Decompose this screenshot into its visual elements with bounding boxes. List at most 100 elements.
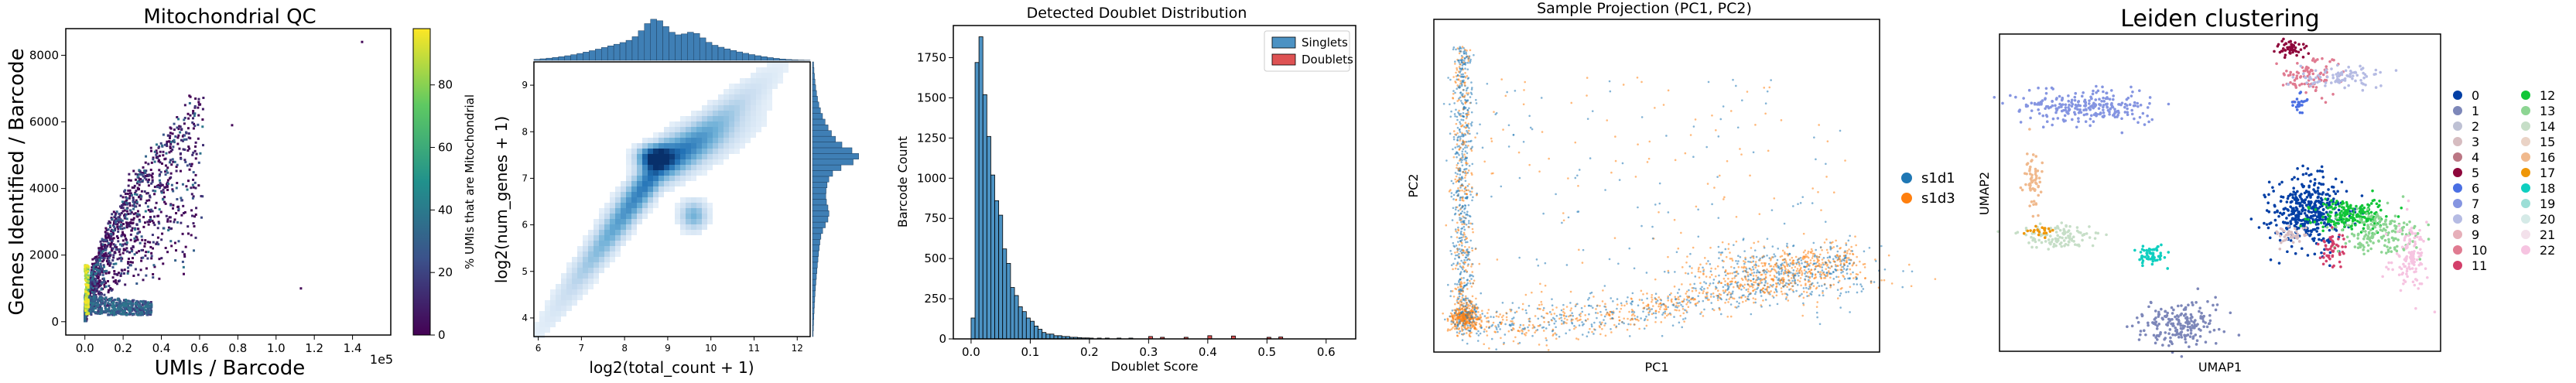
qc-point — [100, 306, 103, 309]
qc-point — [162, 154, 165, 157]
pca-point — [1591, 330, 1593, 333]
pca-point — [1647, 305, 1650, 308]
pca-point — [1487, 309, 1490, 311]
qc-point — [106, 304, 109, 307]
pca-point — [1459, 135, 1462, 138]
qc-point — [84, 296, 87, 299]
pca-point — [1463, 146, 1466, 149]
joint-hex-cell — [594, 273, 599, 279]
pca-point — [1451, 314, 1453, 317]
joint-hex-cell — [604, 241, 610, 246]
joint-top-bar — [761, 56, 768, 61]
pca-point — [1741, 300, 1744, 303]
joint-hex-cell — [669, 170, 675, 176]
qc-point — [99, 263, 102, 266]
qc-point — [104, 272, 108, 275]
qc-point — [149, 313, 152, 316]
pca-point — [1646, 297, 1648, 300]
joint-hex-cell — [724, 138, 729, 143]
pca-point — [1646, 292, 1648, 295]
joint-hex-cell — [637, 192, 642, 197]
qc-point — [117, 230, 120, 233]
pca-point — [1466, 68, 1469, 70]
qc-point — [128, 194, 132, 197]
pca-point — [1551, 309, 1554, 311]
qc-point — [155, 149, 158, 152]
pca-point — [1460, 61, 1463, 63]
qc-point — [137, 309, 140, 313]
joint-hex-cell — [626, 203, 631, 208]
joint-hex-cell — [631, 159, 637, 165]
joint-hex-cell — [707, 100, 713, 105]
pca-point — [1678, 302, 1681, 304]
joint-hex-cell — [561, 279, 566, 284]
qc-point — [124, 234, 127, 238]
pca-point — [1452, 138, 1456, 141]
qc-x-tick-label: 0.8 — [228, 341, 247, 355]
pca-point — [1594, 312, 1597, 314]
pca-point — [1462, 135, 1465, 138]
joint-hex-cell — [648, 143, 653, 149]
pca-point — [1630, 323, 1632, 326]
pca-point — [1488, 347, 1490, 350]
pca-point — [1507, 330, 1510, 333]
qc-point — [169, 203, 173, 207]
pca-point — [1550, 313, 1553, 316]
pca-point — [1633, 311, 1636, 313]
joint-hex-cell — [615, 186, 621, 192]
joint-hex-cell — [594, 246, 599, 251]
qc-point — [136, 213, 139, 216]
qc-point — [120, 268, 123, 272]
pca-point — [1459, 84, 1461, 87]
joint-hex-cell — [686, 203, 691, 208]
qc-point — [184, 245, 187, 248]
joint-hex-cell — [599, 262, 604, 268]
pca-point — [1463, 234, 1466, 236]
qc-point — [138, 250, 141, 253]
pca-point — [1654, 292, 1657, 296]
pca-point — [1466, 316, 1468, 320]
joint-hex-cell — [724, 89, 729, 94]
joint-hex-cell — [664, 154, 669, 159]
qc-point — [163, 196, 166, 199]
pca-point — [1467, 169, 1470, 172]
qc-point — [115, 223, 118, 226]
qc-point — [114, 304, 117, 307]
pca-point — [1589, 292, 1592, 295]
joint-hex-cell — [583, 251, 588, 257]
qc-point — [166, 140, 169, 143]
pca-point — [1596, 312, 1599, 314]
joint-hex-cell — [686, 143, 691, 149]
pca-point — [1470, 265, 1473, 268]
pca-point — [1459, 82, 1462, 85]
qc-point — [194, 157, 197, 160]
qc-point — [200, 195, 203, 198]
pca-point — [1726, 293, 1729, 296]
pca-point — [1464, 98, 1466, 101]
joint-hex-cell — [539, 322, 545, 327]
qc-point — [125, 247, 128, 250]
qc-point — [122, 299, 125, 302]
pca-point — [1581, 321, 1583, 323]
qc-point — [129, 212, 132, 215]
joint-hex-cell — [572, 262, 577, 268]
qc-point — [132, 200, 135, 203]
qc-point — [145, 192, 149, 195]
joint-hex-cell — [615, 219, 621, 224]
pca-point — [1523, 333, 1526, 335]
joint-hex-cell — [734, 89, 740, 94]
pca-point — [1485, 330, 1488, 333]
pca-point — [1456, 248, 1459, 251]
pca-point — [1827, 270, 1830, 272]
joint-top-bar — [558, 56, 565, 61]
qc-point — [128, 313, 131, 316]
qc-point — [149, 218, 152, 221]
pca-point — [1775, 294, 1778, 297]
qc-point — [157, 214, 160, 217]
qc-point — [132, 203, 135, 207]
pca-point — [1459, 282, 1462, 285]
qc-point — [121, 239, 125, 242]
qc-point — [169, 142, 173, 145]
pca-point — [1822, 263, 1825, 266]
